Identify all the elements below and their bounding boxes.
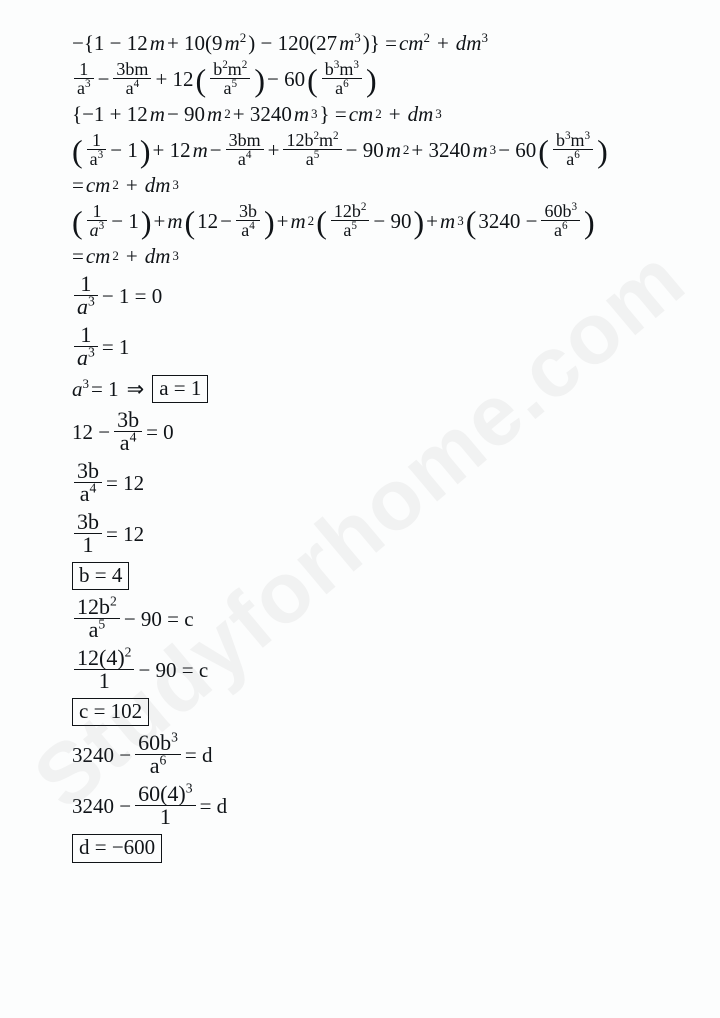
frac: 60b3a6: [541, 202, 580, 239]
frac: 1a3: [74, 273, 98, 318]
text: −{1 − 12: [72, 32, 148, 54]
eq-line-13: 3b1 = 12: [72, 511, 686, 556]
eq-line-16: 12(4)21 − 90 = c: [72, 647, 686, 692]
frac: 12b2a5: [331, 202, 370, 239]
dm3: dm3: [456, 32, 488, 54]
eq-line-5: = cm2+dm3: [72, 174, 686, 196]
frac: 12b2m2a5: [283, 131, 341, 168]
boxed-result-c: c = 102: [72, 698, 149, 726]
eq-line-4: (1a3 − 1) + 12m − 3bma4 + 12b2m2a5 − 90m…: [72, 131, 686, 168]
boxed-result-b: b = 4: [72, 562, 129, 590]
frac: b3m3a6: [553, 131, 593, 168]
frac: 3b1: [74, 511, 102, 556]
frac: 60b3a6: [135, 732, 181, 777]
frac: b2m2a5: [210, 60, 250, 97]
text: a3: [72, 378, 89, 400]
frac: 3ba4: [236, 202, 260, 239]
boxed-result-a: a = 1: [152, 375, 208, 403]
eq-line-14: b = 4: [72, 562, 686, 590]
eq-line-15: 12b2a5 − 90 = c: [72, 596, 686, 641]
text: + 10(9: [167, 32, 223, 54]
text: {−1 + 12: [72, 103, 148, 125]
text: + 3240: [233, 103, 292, 125]
eq-line-11: 12 − 3ba4 = 0: [72, 409, 686, 454]
frac: b3m3a6: [322, 60, 362, 97]
frac: 1a3: [87, 202, 108, 239]
implies-icon: ⇒: [127, 378, 145, 400]
text: − 1 = 0: [102, 285, 162, 307]
text: )} =: [363, 32, 397, 54]
eq-line-8: 1a3 − 1 = 0: [72, 273, 686, 318]
text: } =: [320, 103, 347, 125]
text: + 12: [155, 68, 193, 90]
frac: 1a3: [74, 60, 94, 97]
text: =: [72, 174, 84, 196]
eq-line-19: 3240 − 60(4)31 = d: [72, 783, 686, 828]
cm2: cm2: [399, 32, 430, 54]
eq-line-6: (1a3 − 1) + m (12 − 3ba4) + m2 (12b2a5 −…: [72, 202, 686, 239]
frac: 60(4)31: [135, 783, 195, 828]
frac: 3bma4: [226, 131, 264, 168]
text: =: [72, 245, 84, 267]
text: ) − 120(27: [248, 32, 337, 54]
var-m: m: [150, 32, 165, 54]
eq-line-9: 1a3 = 1: [72, 324, 686, 369]
eq-line-2: 1a3 − 3bma4 + 12 (b2m2a5) − 60 (b3m3a6): [72, 60, 686, 97]
frac: 1a3: [87, 131, 107, 168]
frac: 12b2a5: [74, 596, 120, 641]
boxed-result-d: d = −600: [72, 834, 162, 862]
text: = 1: [102, 336, 130, 358]
eq-line-12: 3ba4 = 12: [72, 460, 686, 505]
math-document: Studyforhome.com { "watermark": "Studyfo…: [0, 0, 720, 1018]
var-m3: m3: [339, 32, 361, 54]
eq-line-18: 3240 − 60b3a6 = d: [72, 732, 686, 777]
eq-line-1: −{1 − 12m + 10(9m2 ) − 120(27m3 )} = cm2…: [72, 32, 686, 54]
frac: 3ba4: [74, 460, 102, 505]
text: − 60: [267, 68, 305, 90]
text: − 90: [167, 103, 205, 125]
eq-line-7: = cm2+dm3: [72, 245, 686, 267]
eq-line-20: d = −600: [72, 834, 686, 862]
var-m2: m2: [225, 32, 247, 54]
text: −: [98, 68, 110, 90]
eq-line-3: {−1 + 12m − 90m2 + 3240m3 } = cm2+dm3: [72, 103, 686, 125]
frac: 1a3: [74, 324, 98, 369]
frac: 3bma4: [113, 60, 151, 97]
eq-line-10: a3 = 1 ⇒ a = 1: [72, 375, 686, 403]
eq-line-17: c = 102: [72, 698, 686, 726]
frac: 12(4)21: [74, 647, 134, 692]
frac: 3ba4: [114, 409, 142, 454]
